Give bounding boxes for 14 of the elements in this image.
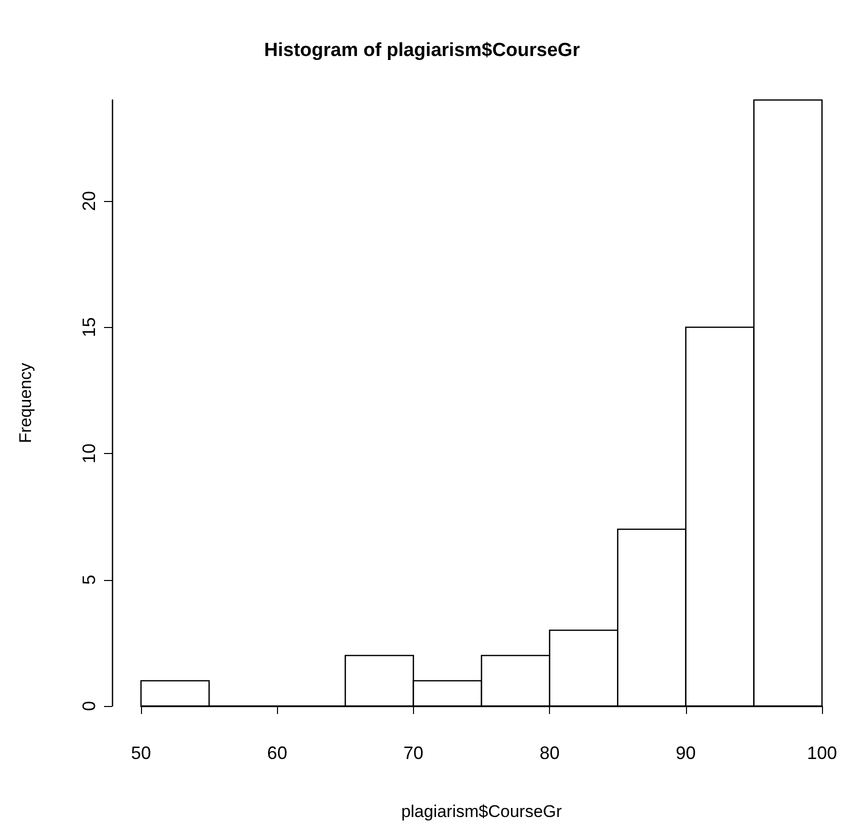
y-tick-label: 0 [79,700,99,712]
x-tick-label: 100 [806,743,838,763]
x-tick-label: 70 [403,743,424,763]
x-axis-title: plagiarism$CourseGr [401,802,562,821]
x-tick-label: 60 [267,743,288,763]
y-axis-title: Frequency [16,362,35,444]
y-tick-label: 5 [79,574,99,585]
y-tick-label: 10 [79,443,99,464]
x-tick-label: 50 [130,743,152,763]
y-tick-label: 20 [79,190,99,212]
y-tick-label: 15 [79,317,99,338]
x-tick-label: 90 [676,743,696,763]
chart-title: Histogram of plagiarism$CourseGr [264,40,580,61]
x-tick-label: 80 [540,743,560,763]
